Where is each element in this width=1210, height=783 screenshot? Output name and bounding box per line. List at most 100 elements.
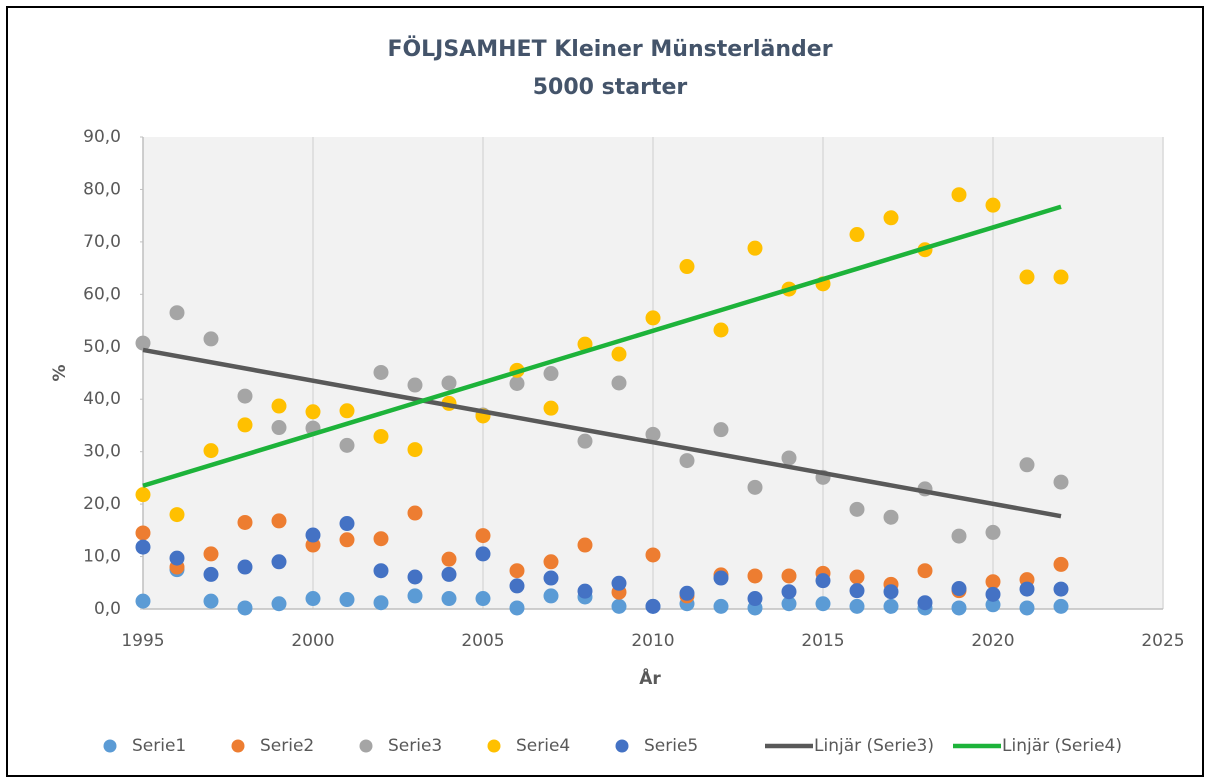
y-tick-label: 0,0 — [94, 599, 121, 619]
legend-label: Serie4 — [516, 736, 570, 756]
data-point — [781, 568, 797, 584]
x-axis-title: År — [639, 666, 661, 689]
data-point — [543, 554, 559, 570]
data-point — [985, 524, 1001, 540]
data-point — [781, 596, 797, 612]
data-point — [577, 583, 593, 599]
data-point — [135, 539, 151, 555]
y-tick-label: 10,0 — [83, 547, 121, 567]
data-point — [985, 197, 1001, 213]
data-point — [713, 422, 729, 438]
data-point — [781, 450, 797, 466]
data-point — [203, 331, 219, 347]
data-point — [917, 563, 933, 579]
data-point — [883, 509, 899, 525]
data-point — [543, 400, 559, 416]
data-point — [1053, 269, 1069, 285]
data-point — [577, 336, 593, 352]
data-point — [849, 598, 865, 614]
data-point — [271, 596, 287, 612]
x-tick-label: 2005 — [461, 631, 504, 651]
data-point — [951, 581, 967, 597]
data-point — [169, 550, 185, 566]
legend-marker — [487, 739, 501, 753]
legend-marker — [615, 739, 629, 753]
chart-subtitle: 5000 starter — [533, 75, 688, 100]
data-point — [951, 187, 967, 203]
data-point — [271, 398, 287, 414]
trend-line — [142, 347, 1062, 519]
legend-label: Linjär (Serie4) — [1002, 736, 1122, 756]
y-tick-label: 50,0 — [83, 337, 121, 357]
data-point — [713, 322, 729, 338]
data-point — [271, 513, 287, 529]
data-point — [577, 433, 593, 449]
data-point — [1053, 556, 1069, 572]
data-point — [169, 507, 185, 523]
data-point — [407, 569, 423, 585]
data-point — [781, 584, 797, 600]
data-point — [849, 501, 865, 517]
data-point — [1019, 457, 1035, 473]
data-point — [1019, 581, 1035, 597]
data-point — [815, 596, 831, 612]
data-point — [135, 525, 151, 541]
data-point — [747, 568, 763, 584]
data-point — [747, 240, 763, 256]
data-point — [339, 592, 355, 608]
y-tick-label: 60,0 — [83, 284, 121, 304]
data-point — [679, 259, 695, 275]
data-point — [509, 578, 525, 594]
data-point — [1053, 474, 1069, 490]
data-point — [135, 593, 151, 609]
y-tick-label: 20,0 — [83, 494, 121, 514]
x-tick-label: 1995 — [121, 631, 164, 651]
data-point — [509, 375, 525, 391]
data-point — [883, 598, 899, 614]
data-point — [883, 584, 899, 600]
data-point — [441, 375, 457, 391]
data-point — [441, 551, 457, 567]
data-point — [373, 563, 389, 579]
data-point — [509, 563, 525, 579]
data-point — [237, 600, 253, 616]
data-point — [645, 598, 661, 614]
data-point — [985, 586, 1001, 602]
data-point — [475, 546, 491, 562]
data-point — [611, 598, 627, 614]
data-point — [135, 335, 151, 351]
data-point — [645, 310, 661, 326]
legend-label: Serie3 — [388, 736, 442, 756]
data-point — [407, 588, 423, 604]
data-point — [883, 210, 899, 226]
y-axis-title: % — [50, 364, 70, 381]
y-tick-label: 70,0 — [83, 232, 121, 252]
legend-marker — [359, 739, 373, 753]
data-point — [373, 531, 389, 547]
data-point — [339, 516, 355, 532]
data-point — [1019, 269, 1035, 285]
legend-label: Serie5 — [644, 736, 698, 756]
data-point — [169, 305, 185, 321]
legend-marker — [231, 739, 245, 753]
data-point — [543, 588, 559, 604]
legend-label: Linjär (Serie3) — [814, 736, 934, 756]
data-point — [339, 403, 355, 419]
data-point — [237, 417, 253, 433]
data-point — [849, 227, 865, 243]
data-point — [1053, 581, 1069, 597]
data-point — [815, 573, 831, 589]
data-point — [713, 598, 729, 614]
trend-line — [142, 204, 1062, 488]
data-point — [407, 442, 423, 458]
data-point — [271, 554, 287, 570]
data-point — [509, 600, 525, 616]
data-point — [203, 443, 219, 459]
data-point — [543, 570, 559, 586]
data-point — [237, 514, 253, 530]
data-point — [747, 479, 763, 495]
data-point — [373, 364, 389, 380]
data-point — [611, 346, 627, 362]
y-tick-label: 40,0 — [83, 389, 121, 409]
